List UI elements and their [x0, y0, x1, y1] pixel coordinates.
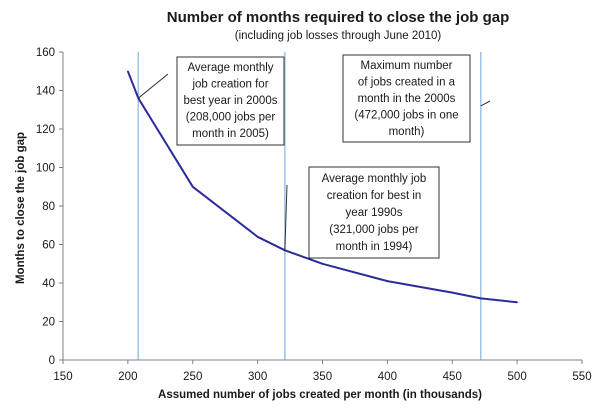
axes: 0 20 40 60 80 100 120 140 160 150 200 250 300 350 400 4…: [36, 47, 592, 383]
y-tick-label: 0: [49, 355, 55, 367]
callouts: Average monthly job creation for best year…: [137, 54, 491, 259]
callout-line: Average monthly job: [322, 173, 427, 185]
callout-line: (472,000 jobs in one: [354, 110, 458, 122]
x-tick-label: 300: [248, 371, 267, 383]
data-point: [479, 297, 482, 300]
data-point: [386, 280, 389, 282]
x-tick-label: 500: [508, 371, 527, 383]
callout-line: job creation for: [191, 79, 268, 91]
callout: Maximum number of jobs created in a month …: [342, 54, 491, 143]
data-point: [127, 70, 129, 73]
x-tick-label: 400: [378, 371, 397, 383]
callout-line: month): [389, 126, 425, 138]
data-point: [516, 301, 518, 304]
callout-box: [342, 54, 471, 143]
callout-line: best year in 2000s: [184, 95, 278, 107]
x-tick-label: 550: [572, 371, 591, 383]
y-axis-title: Months to close the job gap: [15, 132, 27, 284]
callout-box: [176, 56, 285, 146]
y-tick-label: 160: [36, 47, 55, 59]
callout-line: month in the 2000s: [358, 93, 456, 105]
x-tick-label: 150: [53, 371, 72, 383]
data-point: [451, 291, 454, 294]
callout: Average monthly job creation for best year…: [137, 56, 285, 146]
y-tick-label: 80: [42, 201, 55, 213]
data-point: [256, 236, 259, 238]
callout: Average monthly job creation for best in y…: [284, 166, 440, 259]
reference-lines: [137, 52, 482, 360]
chart-title: Number of months required to close the j…: [167, 9, 510, 26]
callout-pointer: [137, 73, 169, 99]
callout-line: year 1990s: [346, 207, 403, 219]
callout-line: of jobs created in a: [358, 77, 456, 89]
callout-line: month in 1994): [336, 241, 413, 253]
x-tick-label: 250: [183, 371, 202, 383]
x-tick-label: 350: [313, 371, 332, 383]
callout-box: [308, 166, 440, 259]
chart-subtitle: (including job losses through June 2010): [235, 30, 442, 42]
x-axis-title: Assumed number of jobs created per month…: [158, 389, 482, 401]
callout-line: Average monthly: [187, 62, 273, 74]
callout-line: (321,000 jobs per: [329, 224, 419, 236]
series-line: [126, 70, 518, 304]
callout-pointer: [480, 100, 491, 107]
data-point: [191, 185, 194, 188]
callout-line: Maximum number: [360, 60, 452, 72]
y-tick-label: 20: [42, 317, 55, 329]
callout-line: creation for best in: [327, 190, 422, 202]
data-point: [321, 262, 324, 265]
y-tick-label: 120: [36, 124, 55, 136]
y-tick-label: 40: [42, 278, 55, 290]
x-tick-label: 450: [443, 371, 462, 383]
callout-line: (208,000 jobs per: [186, 112, 276, 124]
callout-pointer: [284, 184, 288, 251]
y-tick-label: 140: [36, 86, 55, 98]
x-tick-label: 200: [118, 371, 137, 383]
y-tick-label: 60: [42, 240, 55, 252]
y-tick-label: 100: [36, 163, 55, 175]
callout-line: month in 2005): [192, 128, 269, 140]
